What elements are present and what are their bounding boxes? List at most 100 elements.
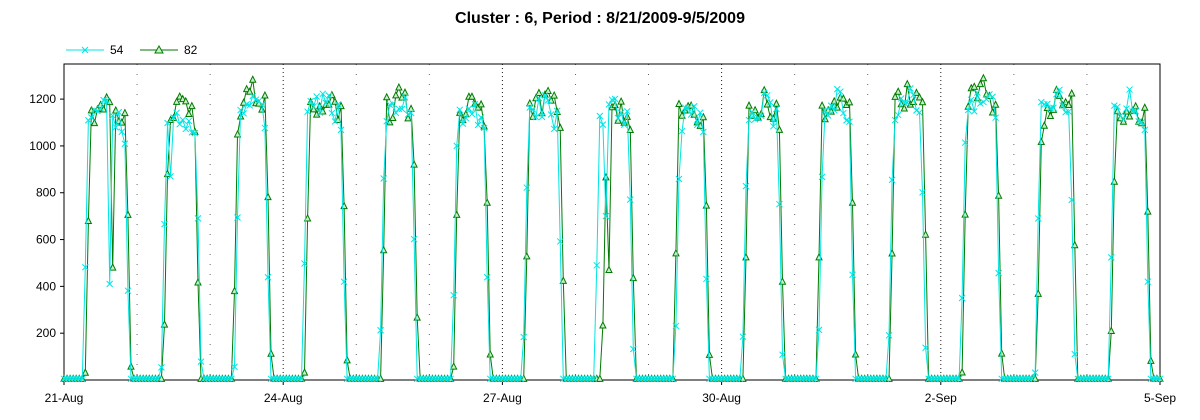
data-point-82 bbox=[267, 349, 275, 357]
data-point-54 bbox=[882, 375, 890, 383]
data-point-54 bbox=[486, 375, 494, 383]
data-point-54 bbox=[1053, 90, 1060, 98]
chart-title: Cluster : 6, Period : 8/21/2009-9/5/2009 bbox=[455, 10, 745, 27]
data-point-54 bbox=[1037, 98, 1045, 106]
data-point-82 bbox=[382, 92, 391, 101]
data-point-54 bbox=[785, 375, 792, 383]
data-point-54 bbox=[158, 364, 165, 371]
data-point-54 bbox=[846, 118, 853, 126]
data-point-82 bbox=[1064, 100, 1073, 108]
data-point-54 bbox=[593, 261, 601, 269]
data-point-82 bbox=[556, 123, 565, 131]
data-point-54 bbox=[273, 375, 281, 383]
data-point-54 bbox=[1089, 375, 1097, 383]
data-point-54 bbox=[709, 375, 716, 383]
data-point-82 bbox=[970, 82, 979, 90]
data-point-54 bbox=[739, 333, 747, 341]
data-point-54 bbox=[346, 375, 354, 383]
data-point-54 bbox=[955, 375, 963, 383]
data-point-82 bbox=[772, 99, 781, 107]
data-point-54 bbox=[645, 375, 652, 383]
data-point-54 bbox=[1095, 375, 1103, 383]
data-point-54 bbox=[919, 188, 926, 196]
data-point-54 bbox=[307, 97, 314, 105]
data-point-54 bbox=[1050, 104, 1057, 112]
data-point-54 bbox=[1022, 375, 1030, 383]
data-point-82 bbox=[775, 125, 784, 133]
data-point-82 bbox=[108, 263, 117, 271]
data-point-54 bbox=[298, 375, 305, 383]
data-point-82 bbox=[1067, 88, 1076, 97]
data-point-54 bbox=[575, 375, 582, 383]
data-point-54 bbox=[827, 102, 835, 110]
data-point-54 bbox=[937, 375, 945, 383]
data-point-54 bbox=[502, 375, 509, 383]
data-point-54 bbox=[285, 375, 293, 383]
data-point-54 bbox=[970, 108, 978, 115]
data-point-82 bbox=[614, 116, 622, 124]
data-point-82 bbox=[90, 118, 99, 127]
data-point-54 bbox=[730, 375, 738, 383]
data-point-54 bbox=[121, 140, 129, 148]
data-point-54 bbox=[112, 123, 120, 131]
data-point-54 bbox=[1153, 375, 1161, 383]
data-point-54 bbox=[849, 271, 856, 279]
data-point-54 bbox=[151, 375, 159, 383]
data-point-54 bbox=[288, 375, 296, 383]
data-point-54 bbox=[690, 102, 698, 110]
data-point-82 bbox=[172, 97, 181, 105]
data-point-54 bbox=[1138, 118, 1146, 126]
data-point-54 bbox=[633, 375, 640, 383]
legend-marker-triangle-icon bbox=[140, 44, 178, 54]
data-point-54 bbox=[441, 375, 448, 383]
data-point-54 bbox=[693, 121, 701, 129]
data-point-82 bbox=[979, 73, 988, 82]
data-point-54 bbox=[194, 215, 202, 222]
x-tick-label: 2-Sep bbox=[925, 391, 957, 405]
data-point-54 bbox=[547, 111, 555, 118]
data-point-82 bbox=[303, 213, 312, 222]
data-point-54 bbox=[559, 375, 567, 383]
data-point-54 bbox=[934, 375, 942, 383]
data-point-54 bbox=[541, 92, 549, 99]
data-point-54 bbox=[763, 91, 771, 99]
data-point-54 bbox=[614, 114, 622, 122]
data-point-82 bbox=[903, 79, 912, 88]
data-point-54 bbox=[148, 375, 156, 383]
data-point-54 bbox=[596, 112, 604, 120]
data-point-54 bbox=[246, 102, 254, 109]
data-point-54 bbox=[334, 100, 342, 108]
data-point-54 bbox=[1010, 375, 1018, 383]
data-point-54 bbox=[1150, 375, 1158, 383]
data-point-54 bbox=[69, 375, 77, 383]
data-point-54 bbox=[1004, 375, 1012, 383]
data-point-82 bbox=[617, 96, 625, 105]
data-point-54 bbox=[654, 375, 662, 383]
data-point-54 bbox=[483, 273, 491, 281]
data-point-54 bbox=[258, 101, 266, 108]
data-point-54 bbox=[1016, 375, 1024, 383]
data-point-54 bbox=[773, 105, 780, 113]
data-point-82 bbox=[958, 367, 966, 376]
data-point-54 bbox=[599, 121, 607, 128]
data-point-54 bbox=[60, 375, 68, 383]
data-point-54 bbox=[185, 117, 193, 125]
data-point-54 bbox=[359, 375, 366, 383]
data-point-54 bbox=[602, 212, 610, 220]
data-point-54 bbox=[127, 375, 135, 383]
data-point-54 bbox=[916, 109, 923, 116]
data-point-54 bbox=[456, 106, 464, 114]
data-point-54 bbox=[462, 114, 470, 122]
data-point-54 bbox=[535, 94, 543, 102]
data-point-54 bbox=[742, 182, 750, 190]
data-point-54 bbox=[821, 107, 829, 114]
data-point-54 bbox=[888, 176, 896, 184]
data-point-54 bbox=[228, 375, 235, 383]
data-point-54 bbox=[572, 375, 579, 383]
data-point-54 bbox=[179, 116, 187, 124]
data-point-54 bbox=[651, 375, 658, 383]
data-point-54 bbox=[352, 375, 360, 383]
data-point-54 bbox=[118, 128, 126, 136]
data-point-54 bbox=[806, 375, 814, 383]
data-point-54 bbox=[88, 114, 95, 121]
